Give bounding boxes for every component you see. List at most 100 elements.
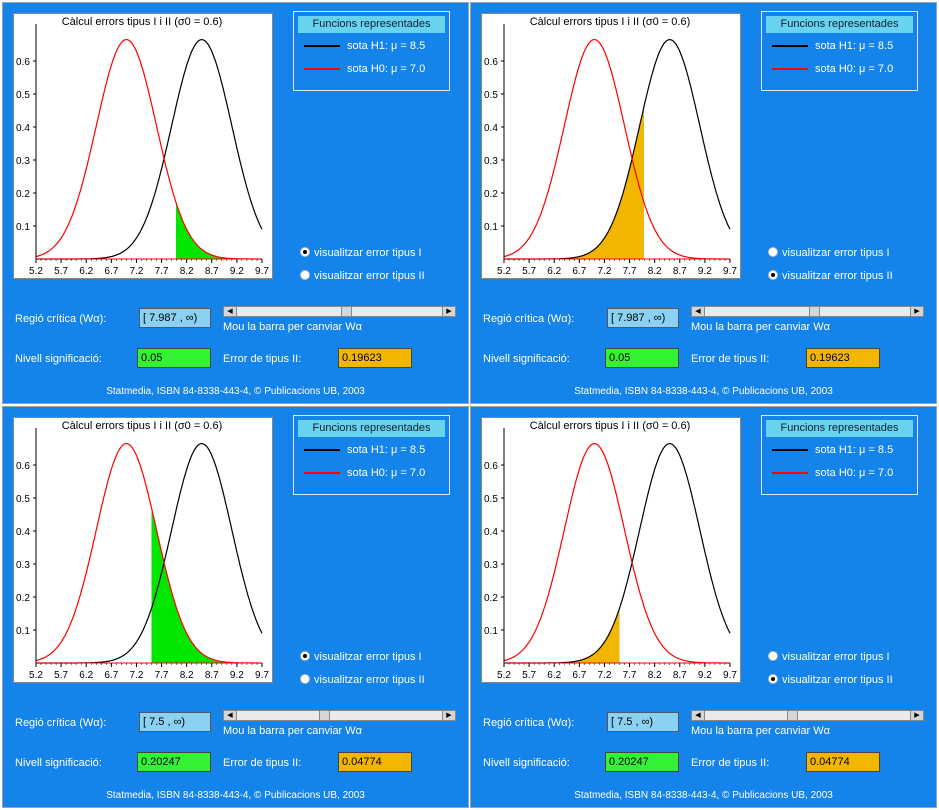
radio-button-2[interactable] (300, 674, 310, 684)
radio-button-2[interactable] (300, 270, 310, 280)
radio-error-type-2[interactable]: visualitzar error tipus II (300, 674, 425, 686)
x-tick-label: 6.7 (104, 266, 118, 277)
x-tick-label: 8.7 (673, 266, 687, 277)
y-tick-label: 0.6 (484, 57, 498, 68)
radio-error-type-2[interactable]: visualitzar error tipus II (300, 270, 425, 282)
slider-right-arrow[interactable]: ▶ (442, 307, 455, 316)
legend-row-h0: sota H0: μ = 7.0 (772, 59, 917, 79)
slider-right-arrow[interactable]: ▶ (910, 307, 923, 316)
significance-label: Nivell significació: (15, 757, 102, 769)
type2-error-label: Error de tipus II: (691, 353, 770, 365)
x-tick-label: 5.2 (29, 266, 43, 277)
h1-line-swatch (772, 449, 808, 451)
significance-field: 0.20247 (137, 752, 211, 772)
slider-left-arrow[interactable]: ◀ (224, 307, 237, 316)
slider-thumb[interactable] (340, 307, 352, 316)
x-tick-label: 7.7 (623, 266, 637, 277)
critical-region-field: [ 7.5 , ∞) (139, 712, 211, 732)
x-tick-label: 6.2 (547, 670, 561, 681)
radio-button-2[interactable] (768, 674, 778, 684)
h0-density-curve (503, 442, 730, 664)
h0-density-curve (503, 38, 730, 260)
slider-right-arrow[interactable]: ▶ (442, 711, 455, 720)
x-tick-label: 6.7 (572, 670, 586, 681)
y-tick-label: 0.1 (484, 222, 498, 233)
h0-line-swatch (772, 472, 808, 474)
y-tick-label: 0.2 (16, 189, 30, 200)
legend-row-h1: sota H1: μ = 8.5 (772, 36, 917, 56)
radio-button-1[interactable] (300, 247, 310, 257)
slider-left-arrow[interactable]: ◀ (692, 307, 705, 316)
x-tick-label: 8.7 (205, 266, 219, 277)
legend-label-h1: sota H1: μ = 8.5 (815, 444, 894, 456)
legend-row-h1: sota H1: μ = 8.5 (304, 440, 449, 460)
radio-error-type-1[interactable]: visualitzar error tipus I (768, 651, 890, 663)
critical-region-slider[interactable]: ◀ ▶ (223, 710, 456, 721)
legend-title: Funcions representades (766, 420, 913, 437)
x-tick-label: 5.7 (54, 266, 68, 277)
x-tick-label: 9.7 (255, 670, 269, 681)
critical-region-slider[interactable]: ◀ ▶ (691, 710, 924, 721)
radio-error-type-1[interactable]: visualitzar error tipus I (768, 247, 890, 259)
x-tick-label: 6.2 (79, 670, 93, 681)
h1-line-swatch (304, 45, 340, 47)
radio-error-type-2[interactable]: visualitzar error tipus II (768, 270, 893, 282)
slider-left-arrow[interactable]: ◀ (692, 711, 705, 720)
y-tick-label: 0.5 (484, 494, 498, 505)
x-tick-label: 8.2 (648, 266, 662, 277)
critical-region-field: [ 7.5 , ∞) (607, 712, 679, 732)
radio-error-type-1[interactable]: visualitzar error tipus I (300, 247, 422, 259)
radio-label-2: visualitzar error tipus II (314, 270, 425, 282)
radio-button-1[interactable] (300, 651, 310, 661)
chart-title: Càlcul errors tipus I i II (σ0 = 0.6) (62, 420, 223, 432)
legend-title: Funcions representades (298, 420, 445, 437)
y-tick-label: 0.5 (16, 90, 30, 101)
radio-button-1[interactable] (768, 651, 778, 661)
radio-button-2[interactable] (768, 270, 778, 280)
y-tick-label: 0.1 (16, 626, 30, 637)
shaded-error-area (504, 608, 620, 663)
legend-row-h1: sota H1: μ = 8.5 (772, 440, 917, 460)
slider-thumb[interactable] (808, 307, 820, 316)
x-tick-label: 7.7 (155, 670, 169, 681)
x-tick-label: 7.2 (597, 266, 611, 277)
type2-error-label: Error de tipus II: (691, 757, 770, 769)
plot-svg: 0.1 0.2 0.3 0.4 0.5 0.6 5.2 5.7 6.2 6.7 7.2 7.7 8.2 8… (16, 420, 269, 681)
h0-line-swatch (772, 68, 808, 70)
shaded-error-area (504, 106, 644, 259)
x-tick-label: 9.7 (723, 670, 737, 681)
radio-error-type-2[interactable]: visualitzar error tipus II (768, 674, 893, 686)
radio-button-1[interactable] (768, 247, 778, 257)
legend-label-h1: sota H1: μ = 8.5 (347, 40, 426, 52)
radio-error-type-1[interactable]: visualitzar error tipus I (300, 651, 422, 663)
h0-line-swatch (304, 68, 340, 70)
radio-label-1: visualitzar error tipus I (314, 247, 422, 259)
legend-label-h0: sota H0: μ = 7.0 (347, 63, 426, 75)
y-tick-label: 0.4 (16, 123, 30, 134)
h0-line-swatch (304, 472, 340, 474)
x-tick-label: 9.2 (230, 670, 244, 681)
applet-panel: 0.1 0.2 0.3 0.4 0.5 0.6 5.2 5.7 6.2 6.7 7.2 7.7 8.2 8… (470, 2, 937, 404)
slider-thumb[interactable] (319, 711, 331, 720)
h0-density-curve (35, 442, 262, 664)
y-tick-label: 0.6 (16, 57, 30, 68)
distribution-plot: 0.1 0.2 0.3 0.4 0.5 0.6 5.2 5.7 6.2 6.7 7.2 7.7 8.2 8… (481, 417, 741, 683)
y-tick-label: 0.5 (484, 90, 498, 101)
legend-row-h0: sota H0: μ = 7.0 (304, 59, 449, 79)
slider-right-arrow[interactable]: ▶ (910, 711, 923, 720)
legend-box: Funcions representades sota H1: μ = 8.5 … (293, 415, 450, 495)
x-tick-label: 5.7 (522, 266, 536, 277)
critical-region-slider[interactable]: ◀ ▶ (691, 306, 924, 317)
slider-thumb[interactable] (787, 711, 799, 720)
type2-error-field: 0.04774 (338, 752, 412, 772)
x-tick-label: 7.2 (129, 266, 143, 277)
x-tick-label: 6.2 (79, 266, 93, 277)
critical-region-slider[interactable]: ◀ ▶ (223, 306, 456, 317)
slider-left-arrow[interactable]: ◀ (224, 711, 237, 720)
footer-credit: Statmedia, ISBN 84-8338-443-4, © Publica… (106, 386, 365, 397)
x-tick-label: 9.7 (723, 266, 737, 277)
critical-region-label: Regió crítica (Wα): (15, 717, 107, 729)
y-tick-label: 0.2 (16, 593, 30, 604)
legend-box: Funcions representades sota H1: μ = 8.5 … (761, 11, 918, 91)
radio-label-2: visualitzar error tipus II (782, 270, 893, 282)
